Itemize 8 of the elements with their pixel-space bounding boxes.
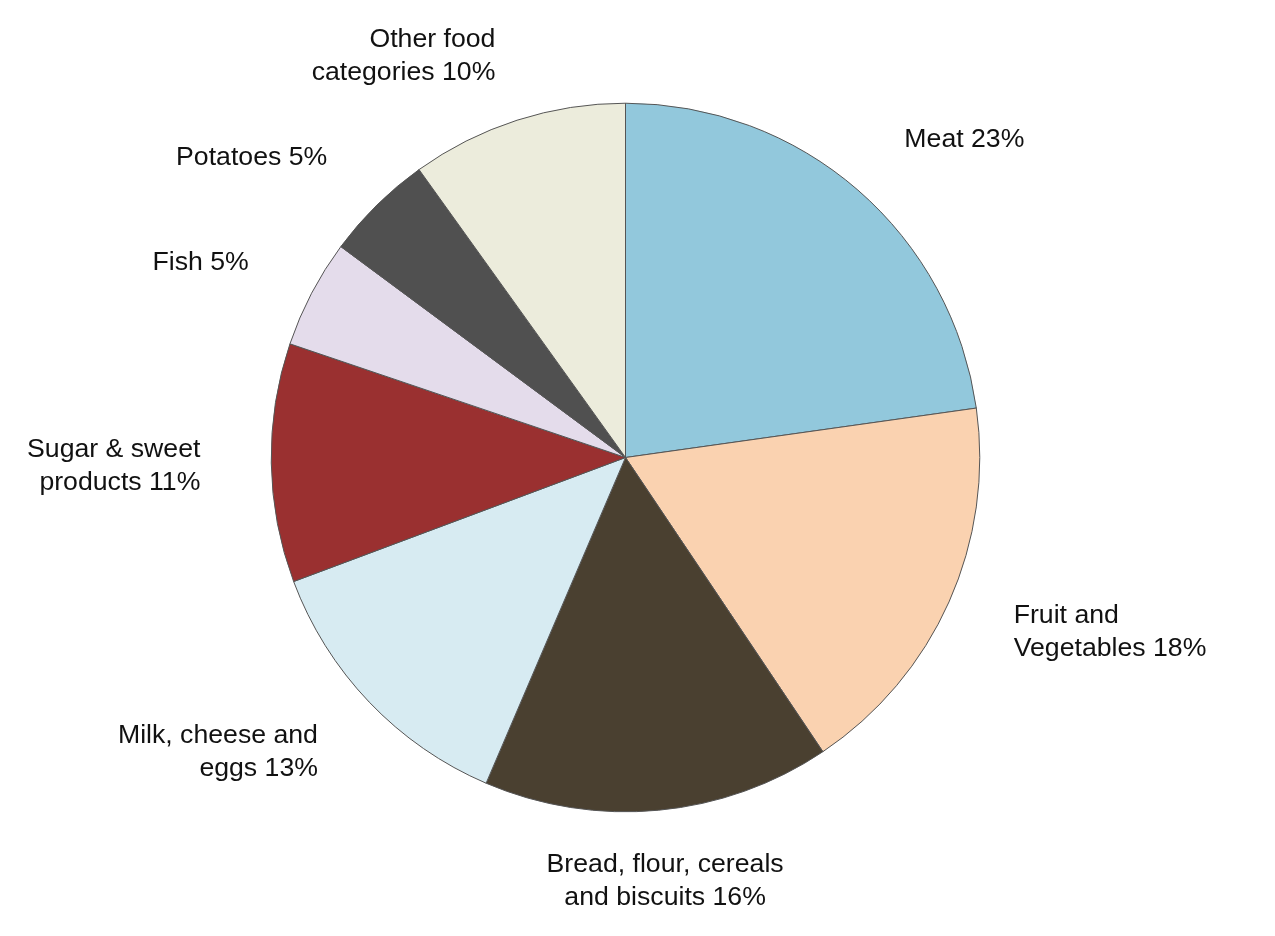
- slice-label: Fruit and Vegetables 18%: [1013, 598, 1207, 662]
- slice-label: Bread, flour, cereals and biscuits 16%: [546, 847, 784, 911]
- slice-label: Fish 5%: [152, 246, 249, 277]
- slice-label: Potatoes 5%: [176, 140, 328, 171]
- slice-label: Other food categories 10%: [311, 22, 496, 86]
- slice-label: Milk, cheese and eggs 13%: [117, 718, 318, 782]
- slice-label: Sugar & sweet products 11%: [27, 432, 201, 496]
- slice-label: Meat 23%: [904, 122, 1025, 153]
